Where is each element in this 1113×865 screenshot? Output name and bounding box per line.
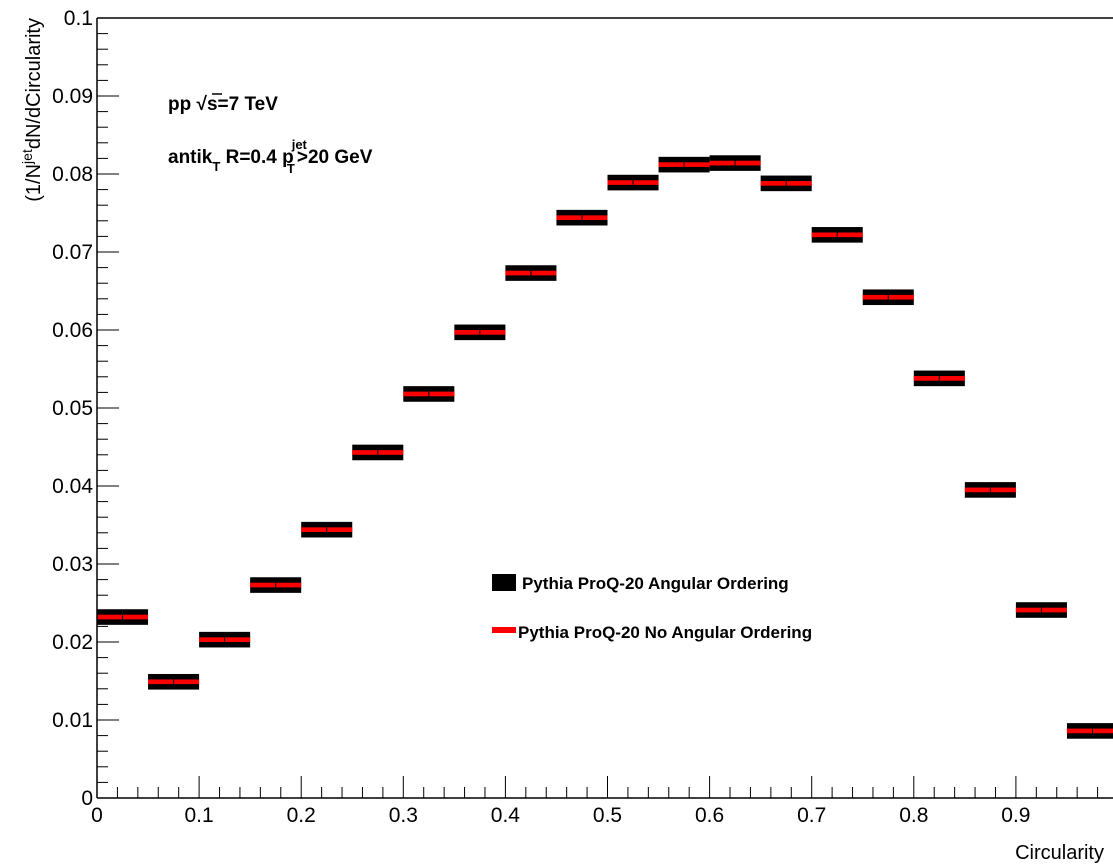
annotation-sqrt-symbol: √: [197, 94, 208, 115]
x-tick-label: 0.1: [184, 804, 213, 827]
x-tick-label: 0.7: [797, 804, 826, 827]
x-tick-label: 0.5: [593, 804, 622, 827]
axes-layer: 0 0.01 0.02 0.03 0.04 0.05 0.06 0.07 0.08 0.09 0.1…: [52, 7, 1113, 827]
x-tick-label: 0: [91, 804, 103, 827]
annotation-energy: pp √s=7 TeV: [168, 93, 278, 115]
annotation-pt-cut: >20 GeV: [297, 147, 373, 168]
bins-layer: [97, 155, 1113, 739]
annotation-pp: pp: [168, 94, 197, 115]
x-tick-label: 0.4: [491, 804, 521, 827]
y-tick-label: 0.02: [52, 631, 93, 654]
legend-label-no-angular-ordering: Pythia ProQ-20 No Angular Ordering: [518, 623, 812, 642]
legend-marker-angular-ordering: [492, 574, 516, 591]
y-tick-label: 0.01: [52, 709, 93, 732]
annotation-pt-sup: jet: [291, 137, 308, 152]
annotation-energy-value: =7 TeV: [218, 94, 279, 115]
annotation-pt-sub: T: [287, 161, 295, 176]
y-axis-title-prefix: (1/N: [23, 164, 45, 202]
y-axis-title-sup: jet: [19, 149, 35, 165]
legend-marker-no-angular-ordering: [492, 627, 516, 633]
x-tick-label: 0.9: [1001, 804, 1030, 827]
annotation-antik: antik: [168, 147, 213, 168]
y-tick-label: 0.06: [52, 319, 93, 342]
y-tick-label: 0.09: [52, 85, 93, 108]
no-angular-ordering-bin: [1066, 728, 1113, 734]
legend: Pythia ProQ-20 Angular Ordering Pythia P…: [492, 574, 812, 642]
y-tick-label: 0.03: [52, 553, 93, 576]
y-tick-label: 0.05: [52, 397, 93, 420]
annotation-jet-selection: antikT R=0.4 pjet T>20 GeV: [168, 137, 373, 176]
x-tick-label: 0.8: [899, 804, 928, 827]
y-tick-label: 0: [81, 787, 93, 810]
y-tick-label: 0.07: [52, 241, 93, 264]
x-tick-label: 0.3: [389, 804, 418, 827]
y-tick-label: 0.04: [52, 475, 93, 498]
x-tick-label: 0.6: [695, 804, 724, 827]
y-tick-label: 0.1: [64, 7, 93, 30]
annotation-radius: R=0.4 p: [220, 147, 293, 168]
x-axis-title: Circularity: [1015, 842, 1104, 864]
y-tick-label: 0.08: [52, 163, 93, 186]
annotation-antik-sub: T: [212, 159, 220, 174]
legend-label-angular-ordering: Pythia ProQ-20 Angular Ordering: [522, 574, 789, 593]
y-axis-title-suffix: dN/dCircularity: [23, 18, 45, 149]
x-tick-label: 0.2: [287, 804, 316, 827]
svg-text:pp √s=7 TeV: pp √s=7 TeV: [168, 94, 278, 115]
annotation-s: s: [207, 94, 218, 115]
y-axis-title: (1/NjetdN/dCircularity: [19, 18, 45, 202]
